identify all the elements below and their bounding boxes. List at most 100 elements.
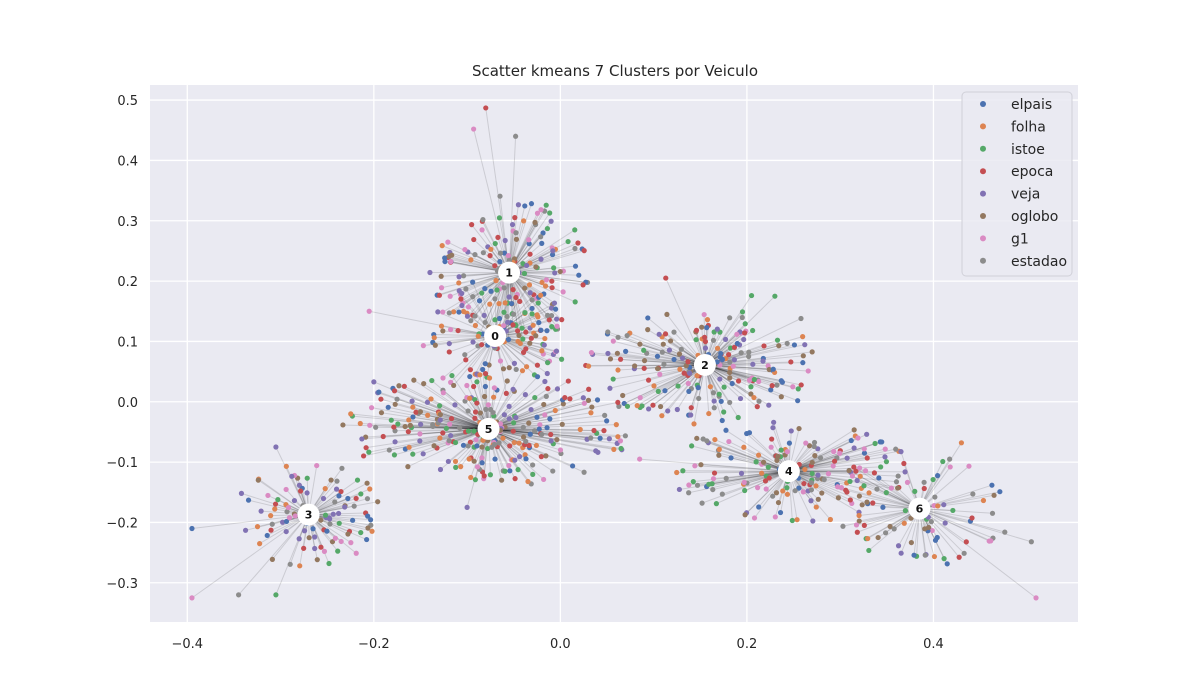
point-oglobo [378,410,385,416]
point-elpais [482,383,489,390]
point-veja [548,305,555,311]
point-elpais [719,356,725,362]
point-estadao [686,490,692,496]
point-istoe [429,377,435,384]
point-g1 [904,479,911,485]
point-oglobo [417,409,424,415]
connector-line [411,427,489,430]
point-epoca [549,285,555,291]
point-estadao [327,521,333,527]
connector-line [639,458,789,472]
point-folha [813,483,819,489]
point-folha [257,541,263,547]
point-folha [406,417,412,423]
point-oglobo [835,495,841,501]
point-estadao [472,252,478,258]
point-g1 [986,538,992,544]
point-folha [615,434,621,440]
connector-line [696,437,790,472]
point-elpais [786,440,793,446]
point-folha [615,367,621,373]
point-folha [794,517,800,523]
point-veja [452,402,458,408]
point-oglobo [851,427,857,433]
point-elpais [482,361,488,367]
connector-line [704,351,813,366]
point-veja [717,376,723,382]
point-oglobo [440,328,446,334]
point-g1 [366,308,372,314]
point-veja [273,444,279,450]
point-epoca [474,400,480,406]
point-folha [428,396,434,402]
point-folha [517,340,523,347]
point-estadao [970,491,976,497]
point-epoca [956,554,962,560]
point-epoca [492,263,498,269]
point-oglobo [856,493,862,499]
point-veja [844,455,850,461]
point-g1 [474,464,481,470]
point-g1 [772,514,778,520]
point-istoe [492,240,498,247]
point-oglobo [991,492,997,498]
point-elpais [376,389,382,395]
point-epoca [526,442,532,449]
point-elpais [549,252,556,258]
point-g1 [701,311,707,318]
connector-line [788,443,876,472]
point-folha [659,413,665,419]
point-veja [595,449,601,455]
point-elpais [526,241,532,247]
point-folha [588,410,594,416]
point-oglobo [660,341,666,347]
point-estadao [463,286,469,292]
point-epoca [528,335,534,341]
connector-line [397,423,489,430]
point-oglobo [800,353,806,359]
point-istoe [750,327,756,334]
point-elpais [714,359,720,365]
point-g1 [462,246,468,253]
point-folha [585,363,592,369]
point-oglobo [306,535,312,541]
point-veja [502,237,508,244]
connector-line [410,424,489,430]
connector-line [407,428,489,468]
point-folha [467,395,473,401]
connector-line [700,464,789,472]
point-folha [935,503,941,509]
point-veja [550,248,556,254]
point-istoe [883,459,890,465]
point-oglobo [504,378,510,384]
centroid-marker [477,417,500,440]
point-estadao [811,443,817,450]
point-elpais [604,418,610,424]
point-g1 [768,444,774,450]
point-istoe [388,417,394,423]
centroid-label: 5 [485,423,493,436]
point-estadao [513,230,519,236]
point-folha [674,469,680,476]
point-g1 [560,289,566,295]
point-oglobo [774,457,780,463]
point-veja [674,406,680,413]
point-oglobo [742,512,748,518]
point-elpais [529,305,535,312]
point-oglobo [479,444,485,450]
point-oglobo [925,524,932,531]
point-oglobo [557,268,563,275]
point-elpais [508,300,515,307]
point-oglobo [449,252,455,258]
point-istoe [335,548,341,554]
point-g1 [440,309,446,315]
point-veja [312,545,318,552]
connector-line [788,470,899,477]
point-oglobo [451,382,457,389]
point-g1 [581,400,587,406]
point-folha [491,394,497,400]
x-tick-label: −0.2 [358,637,390,652]
point-istoe [950,507,956,514]
point-elpais [364,536,370,543]
point-istoe [496,215,503,221]
